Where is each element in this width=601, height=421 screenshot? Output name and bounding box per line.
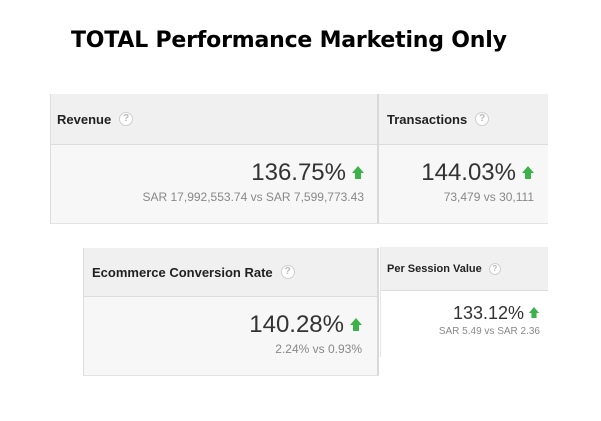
metric-body: 136.75% SAR 17,992,553.74 vs SAR 7,599,7…	[51, 145, 377, 223]
comparison-text: 2.24% vs 0.93%	[275, 342, 362, 356]
percent-change: 140.28%	[249, 311, 344, 338]
metric-card-ecommerce-conversion-rate: Ecommerce Conversion Rate ? 140.28% 2.24…	[83, 248, 379, 376]
metric-label: Per Session Value	[387, 262, 482, 275]
metric-header: Per Session Value ?	[381, 247, 548, 291]
help-icon[interactable]: ?	[475, 112, 490, 126]
metric-value-row: 144.03%	[379, 161, 534, 185]
comparison-text: SAR 17,992,553.74 vs SAR 7,599,773.43	[142, 190, 365, 204]
metric-header: Transactions ?	[379, 94, 548, 145]
metric-value-row: 136.75%	[51, 161, 364, 185]
metric-card-revenue: Revenue ? 136.75% SAR 17,992,553.74 vs S…	[50, 94, 377, 224]
metric-body: 133.12% SAR 5.49 vs SAR 2.36	[381, 291, 548, 357]
metric-value-row: 140.28%	[84, 313, 362, 337]
metric-label: Transactions	[387, 111, 468, 127]
percent-change: 144.03%	[421, 159, 516, 186]
arrow-up-icon	[352, 166, 364, 180]
page-title: TOTAL Performance Marketing Only	[71, 28, 507, 53]
comparison-text: SAR 5.49 vs SAR 2.36	[438, 326, 540, 337]
help-icon[interactable]: ?	[488, 262, 501, 275]
arrow-up-icon	[350, 318, 362, 332]
metric-card-per-session-value: Per Session Value ? 133.12% SAR 5.49 vs …	[380, 247, 548, 357]
metric-label: Revenue	[57, 111, 112, 127]
metric-header: Ecommerce Conversion Rate ?	[84, 248, 377, 297]
help-icon[interactable]: ?	[119, 112, 134, 126]
comparison-text: 73,479 vs 30,111	[443, 190, 534, 204]
metric-card-transactions: Transactions ? 144.03% 73,479 vs 30,111	[377, 94, 548, 224]
metric-value-row: 133.12%	[381, 304, 540, 322]
arrow-up-icon	[522, 166, 534, 180]
metric-label: Ecommerce Conversion Rate	[92, 264, 273, 280]
metric-body: 144.03% 73,479 vs 30,111	[379, 145, 548, 223]
arrow-up-icon	[528, 307, 540, 319]
help-icon[interactable]: ?	[280, 265, 295, 279]
metric-header: Revenue ?	[51, 94, 377, 145]
percent-change: 133.12%	[452, 303, 524, 323]
percent-change: 136.75%	[251, 159, 346, 186]
metric-body: 140.28% 2.24% vs 0.93%	[84, 297, 377, 375]
